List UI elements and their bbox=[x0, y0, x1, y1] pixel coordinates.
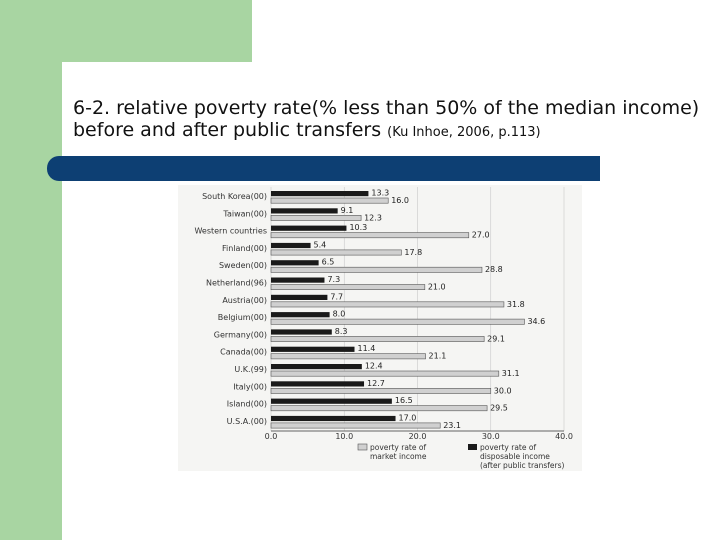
category-label: Germany(00) bbox=[214, 330, 267, 339]
market-value-label: 31.1 bbox=[502, 369, 520, 378]
category-label: Finland(00) bbox=[222, 244, 267, 253]
disposable-bar bbox=[271, 381, 365, 387]
disposable-bar bbox=[271, 346, 355, 352]
market-bar bbox=[270, 336, 485, 342]
legend-disposable-label: disposable income bbox=[480, 452, 550, 461]
market-bar bbox=[270, 318, 525, 325]
disposable-value-label: 9.1 bbox=[341, 206, 354, 215]
title-divider-bar bbox=[47, 156, 600, 181]
citation: (Ku Inhoe, 2006, p.113) bbox=[387, 125, 541, 140]
disposable-value-label: 16.5 bbox=[395, 396, 413, 405]
disposable-value-label: 5.4 bbox=[314, 240, 327, 249]
category-label: Belgium(00) bbox=[218, 313, 267, 322]
market-value-label: 28.8 bbox=[485, 265, 503, 274]
category-label: Austria(00) bbox=[222, 296, 267, 305]
poverty-rate-chart: South Korea(00) 13.316.0 Taiwan(00) 9.1 12.3… bbox=[194, 187, 573, 470]
category-label: Island(00) bbox=[227, 400, 267, 409]
market-bar bbox=[270, 422, 441, 429]
x-tick-label: 0.0 bbox=[265, 432, 278, 441]
market-value-label: 12.3 bbox=[364, 213, 382, 222]
title-text: 6-2. relative poverty rate(% less than 5… bbox=[73, 97, 700, 141]
market-value-label: 21.0 bbox=[428, 283, 446, 292]
market-value-label: 23.1 bbox=[443, 421, 461, 430]
x-tick-label: 30.0 bbox=[482, 432, 500, 441]
legend-market-swatch bbox=[357, 443, 368, 451]
market-value-label: 34.6 bbox=[527, 317, 545, 326]
legend-disposable-label: (after public transfers) bbox=[480, 461, 565, 470]
legend-market-label: poverty rate of bbox=[370, 443, 426, 452]
disposable-bar bbox=[271, 294, 328, 300]
category-label: Canada(00) bbox=[220, 348, 267, 357]
disposable-value-label: 7.7 bbox=[330, 292, 343, 301]
market-bar bbox=[270, 266, 483, 273]
x-tick-label: 10.0 bbox=[335, 432, 353, 441]
disposable-bar bbox=[271, 398, 392, 404]
disposable-bar bbox=[271, 208, 338, 214]
market-bar bbox=[270, 405, 488, 412]
category-label: Netherland(96) bbox=[206, 279, 267, 288]
category-label: Sweden(00) bbox=[219, 261, 267, 270]
disposable-bar bbox=[271, 364, 362, 370]
market-bar bbox=[270, 353, 426, 360]
disposable-value-label: 12.4 bbox=[365, 362, 383, 371]
x-tick-label: 40.0 bbox=[555, 432, 573, 441]
market-value-label: 16.0 bbox=[391, 196, 409, 205]
disposable-value-label: 17.0 bbox=[399, 413, 417, 422]
disposable-bar bbox=[271, 312, 330, 318]
market-value-label: 29.5 bbox=[490, 404, 508, 413]
disposable-value-label: 6.5 bbox=[322, 258, 335, 267]
market-bar bbox=[270, 197, 389, 204]
market-bar bbox=[270, 284, 426, 290]
disposable-value-label: 7.3 bbox=[327, 275, 340, 284]
disposable-bar bbox=[271, 191, 369, 197]
disposable-bar bbox=[271, 242, 311, 249]
disposable-bar bbox=[271, 415, 396, 422]
market-bar bbox=[270, 388, 492, 394]
category-label: U.S.A.(00) bbox=[227, 417, 267, 426]
category-label: Taiwan(00) bbox=[222, 209, 267, 218]
disposable-value-label: 11.4 bbox=[358, 344, 376, 353]
disposable-value-label: 8.3 bbox=[335, 327, 348, 336]
disposable-bar bbox=[271, 260, 319, 266]
market-value-label: 29.1 bbox=[487, 334, 505, 343]
market-bar bbox=[270, 249, 402, 256]
market-value-label: 30.0 bbox=[494, 386, 512, 395]
legend-disposable-label: poverty rate of bbox=[480, 443, 536, 452]
chart-container: South Korea(00) 13.3 16.0 Taiwan(00) 9.1 12.3… bbox=[178, 185, 582, 471]
market-value-label: 21.1 bbox=[429, 352, 447, 361]
category-label: U.K.(99) bbox=[234, 365, 267, 374]
category-label: Italy(00) bbox=[233, 382, 267, 391]
disposable-bar bbox=[271, 225, 347, 231]
slide-title: 6-2. relative poverty rate(% less than 5… bbox=[73, 97, 713, 144]
market-bar bbox=[270, 214, 362, 221]
category-label: South Korea(00) bbox=[202, 192, 267, 201]
x-tick-label: 20.0 bbox=[409, 432, 427, 441]
market-bar bbox=[270, 232, 470, 239]
legend-disposable-swatch bbox=[468, 444, 477, 450]
market-value-label: 17.8 bbox=[404, 248, 422, 257]
disposable-value-label: 13.3 bbox=[371, 189, 389, 198]
market-value-label: 27.0 bbox=[472, 231, 490, 240]
disposable-value-label: 10.3 bbox=[349, 223, 367, 232]
disposable-value-label: 12.7 bbox=[367, 379, 385, 388]
category-label: Western countries bbox=[194, 227, 267, 236]
disposable-bar bbox=[271, 277, 325, 283]
market-bar bbox=[270, 370, 500, 377]
market-value-label: 31.8 bbox=[507, 300, 525, 309]
legend-market-label: market income bbox=[370, 452, 427, 461]
disposable-value-label: 8.0 bbox=[333, 310, 346, 319]
green-left-stripe bbox=[0, 0, 62, 540]
disposable-bar bbox=[271, 329, 332, 335]
market-bar bbox=[270, 301, 505, 308]
